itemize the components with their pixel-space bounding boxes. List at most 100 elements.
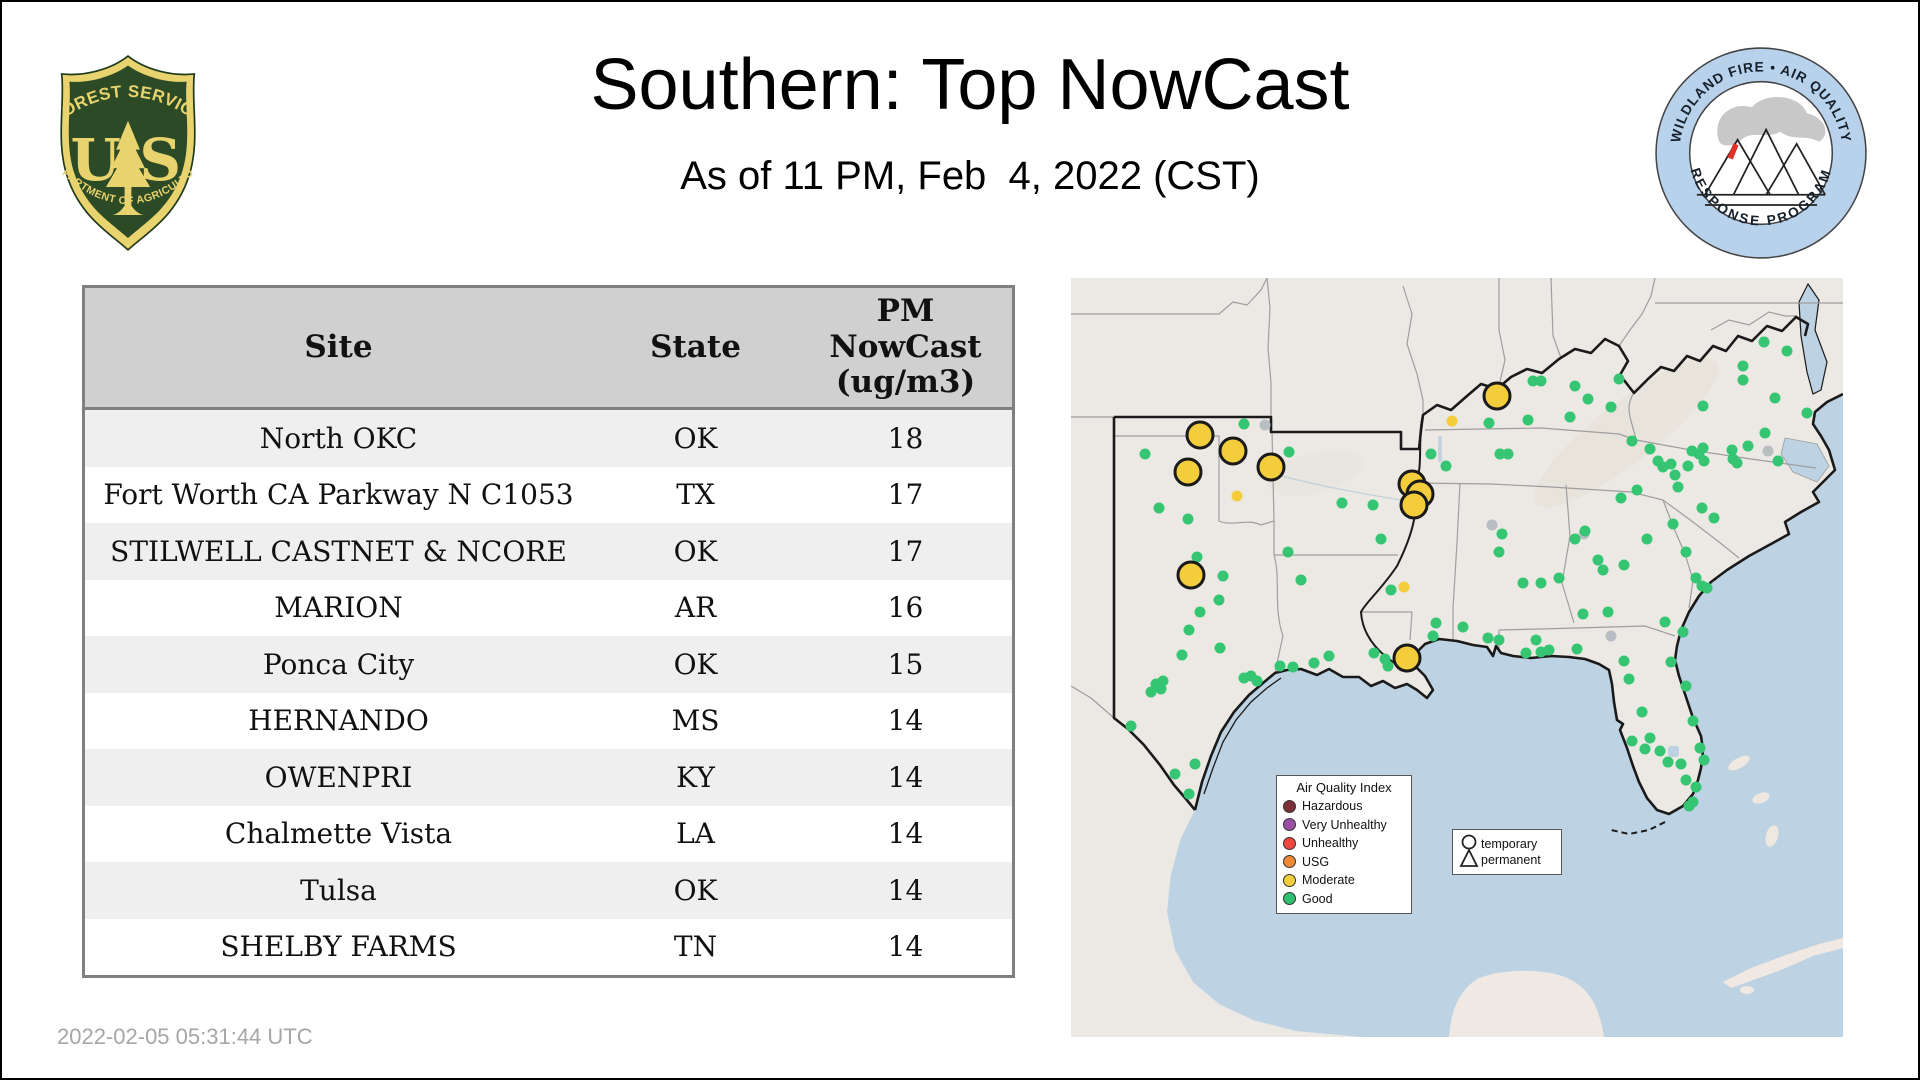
map-marker-good bbox=[1698, 455, 1710, 467]
map-marker-good bbox=[1535, 375, 1547, 387]
map-marker-good bbox=[1654, 745, 1666, 757]
map-marker-good bbox=[1308, 657, 1320, 669]
map-marker-good bbox=[1636, 706, 1648, 718]
map-marker-good bbox=[1690, 572, 1702, 584]
map-marker-good bbox=[1631, 484, 1643, 496]
map-marker-good bbox=[1238, 418, 1250, 430]
map-marker-good bbox=[1758, 336, 1770, 348]
aqi-color-swatch-icon bbox=[1283, 892, 1296, 906]
map-marker-good bbox=[1482, 632, 1494, 644]
map-marker-good bbox=[1496, 528, 1508, 540]
map-marker-good bbox=[1189, 758, 1201, 770]
kentucky-lake bbox=[1438, 436, 1442, 462]
aqi-legend-label: Unhealthy bbox=[1302, 836, 1359, 851]
site-cell: STILWELL CASTNET & NCORE bbox=[83, 523, 592, 580]
map-marker-good bbox=[1385, 584, 1397, 596]
map-marker-good bbox=[1737, 360, 1749, 372]
map-marker-good bbox=[1238, 672, 1250, 684]
map-marker-good bbox=[1251, 675, 1263, 687]
lake-okeechobee bbox=[1668, 746, 1679, 757]
map-marker-inactive bbox=[1259, 419, 1271, 431]
table-row: HERNANDO MS 14 bbox=[84, 693, 1014, 750]
region-state-borders bbox=[1114, 392, 1817, 674]
permanent-label: permanent bbox=[1481, 853, 1541, 867]
pamlico-sound bbox=[1780, 437, 1830, 483]
map-marker-good bbox=[1569, 533, 1581, 545]
table-row: Ponca City OK 15 bbox=[83, 636, 1014, 693]
state-cell: OK bbox=[592, 636, 799, 693]
map-marker-good bbox=[1282, 546, 1294, 558]
site-cell: HERNANDO bbox=[248, 704, 429, 738]
map-marker-good bbox=[1680, 774, 1692, 786]
map-marker-good bbox=[1597, 564, 1609, 576]
state-cell: OK bbox=[592, 408, 799, 467]
table-row: SHELBY FARMS TN 14 bbox=[84, 919, 1014, 977]
temporary-label: temporary bbox=[1481, 837, 1538, 851]
map-marker-good bbox=[1287, 661, 1299, 673]
value-cell: 14 bbox=[887, 930, 924, 964]
map-marker-good bbox=[1726, 444, 1738, 456]
map-marker-good bbox=[1183, 788, 1195, 800]
state-cell: TN bbox=[673, 930, 718, 964]
aqi-legend-title: Air Quality Index bbox=[1296, 780, 1392, 795]
value-cell: 16 bbox=[887, 591, 924, 625]
map-marker-good bbox=[1623, 673, 1635, 685]
page-subtitle: As of 11 PM, Feb 4, 2022 (CST) bbox=[680, 154, 1260, 198]
map-marker-inactive bbox=[1486, 519, 1498, 531]
coastline bbox=[1193, 392, 1843, 816]
map-marker-moderate-large bbox=[1399, 490, 1429, 520]
temporary-icon bbox=[1461, 834, 1477, 850]
map-marker-good bbox=[1382, 660, 1394, 672]
map-marker-good bbox=[1213, 594, 1225, 606]
map-marker-moderate-small bbox=[1398, 581, 1410, 593]
map-marker-good bbox=[1659, 616, 1671, 628]
map-marker-good bbox=[1687, 715, 1699, 727]
map-marker-good bbox=[1582, 393, 1594, 405]
map-marker-good bbox=[1375, 533, 1387, 545]
site-cell: MARION bbox=[274, 591, 403, 625]
map-marker-good bbox=[1440, 460, 1452, 472]
isla-juventud bbox=[1740, 986, 1754, 994]
map-marker-good bbox=[1535, 577, 1547, 589]
map-marker-good bbox=[1801, 407, 1813, 419]
map-marker-moderate-large bbox=[1392, 643, 1422, 673]
map-marker-good bbox=[1564, 411, 1576, 423]
map-marker-good bbox=[1430, 617, 1442, 629]
map-marker-moderate-large bbox=[1173, 457, 1203, 487]
value-cell: 14 bbox=[799, 749, 1014, 806]
table-row: MARION AR 16 bbox=[84, 580, 1014, 637]
map-marker-good bbox=[1687, 796, 1699, 808]
appalachians-terrain bbox=[1533, 358, 1719, 508]
map-marker-good bbox=[1427, 630, 1439, 642]
value-cell: 14 bbox=[887, 704, 924, 738]
map-marker-good bbox=[1191, 551, 1203, 563]
map-marker-good bbox=[1522, 414, 1534, 426]
map-marker-good bbox=[1781, 345, 1793, 357]
mountains-icon bbox=[1696, 127, 1826, 206]
map-marker-moderate-small bbox=[1231, 490, 1243, 502]
map-marker-good bbox=[1697, 400, 1709, 412]
map-marker-good bbox=[1493, 634, 1505, 646]
flame-icon bbox=[1727, 143, 1739, 160]
map-marker-good bbox=[1626, 435, 1638, 447]
map-marker-good bbox=[1145, 686, 1157, 698]
map-marker-good bbox=[1323, 650, 1335, 662]
aqi-legend-item: Unhealthy bbox=[1283, 834, 1405, 853]
value-cell: 17 bbox=[799, 523, 1014, 580]
shape-legend-icons bbox=[1459, 834, 1479, 867]
map-marker-good bbox=[1701, 582, 1713, 594]
col-header-site: Site bbox=[83, 286, 592, 410]
value-cell: 18 bbox=[799, 408, 1014, 467]
map-marker-good bbox=[1667, 518, 1679, 530]
map-marker-good bbox=[1125, 720, 1137, 732]
yucatan bbox=[1449, 970, 1604, 1037]
map-marker-good bbox=[1669, 469, 1681, 481]
state-cell: AR bbox=[674, 591, 717, 625]
arkansas-river bbox=[1273, 473, 1402, 501]
site-cell: Chalmette Vista bbox=[224, 817, 453, 851]
map-marker-good bbox=[1520, 647, 1532, 659]
map-marker-good bbox=[1708, 512, 1720, 524]
map-marker-good bbox=[1295, 574, 1307, 586]
site-cell: SHELBY FARMS bbox=[220, 930, 457, 964]
map-marker-moderate-large bbox=[1482, 381, 1512, 411]
